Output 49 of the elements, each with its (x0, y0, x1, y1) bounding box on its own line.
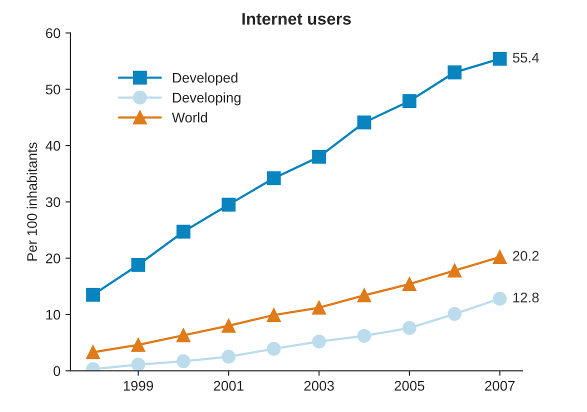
point (357, 116, 372, 130)
point (492, 250, 507, 264)
data-label: 12.8 (513, 292, 539, 302)
point (448, 306, 462, 321)
point (176, 224, 190, 239)
point (312, 300, 326, 315)
point (448, 65, 462, 80)
point (312, 334, 326, 348)
point (492, 52, 507, 66)
point (266, 171, 281, 186)
point (266, 342, 281, 356)
y-tick-label: 60 (46, 28, 60, 38)
x-tick-label: 2003 (304, 380, 334, 391)
legend-label: Developed (173, 72, 238, 86)
legend-label: Developing (173, 92, 240, 106)
point (266, 308, 281, 322)
point (448, 264, 462, 278)
point (492, 292, 507, 306)
y-tick-label: 30 (46, 197, 60, 208)
point (131, 358, 146, 371)
y-tick-label: 50 (46, 84, 60, 94)
point (222, 350, 236, 364)
legend-label: World (172, 112, 208, 122)
point (86, 288, 100, 302)
point (176, 354, 190, 368)
x-tick-label: 1999 (124, 380, 154, 391)
point (176, 328, 190, 342)
y-tick-label: 10 (46, 310, 60, 320)
y-tick-label: 40 (46, 140, 60, 151)
point (402, 94, 416, 108)
point (86, 345, 100, 360)
point (222, 198, 236, 212)
x-tick-label: 2007 (485, 380, 515, 391)
y-tick-label: 20 (46, 254, 60, 264)
point (222, 318, 236, 333)
point (357, 328, 372, 343)
point (402, 321, 416, 335)
data-label: 55.4 (512, 52, 539, 63)
point (131, 338, 146, 352)
x-tick-label: 2005 (394, 380, 424, 391)
data-label: 20.2 (513, 250, 539, 261)
point (131, 258, 146, 272)
point (402, 277, 416, 292)
y-tick-label: 0 (54, 366, 60, 376)
chart-title: Internet users (242, 13, 351, 25)
x-tick-label: 2001 (214, 380, 244, 391)
point (312, 150, 326, 164)
y-axis-title: Per 100 inhabitants (26, 142, 37, 261)
point (357, 288, 372, 302)
